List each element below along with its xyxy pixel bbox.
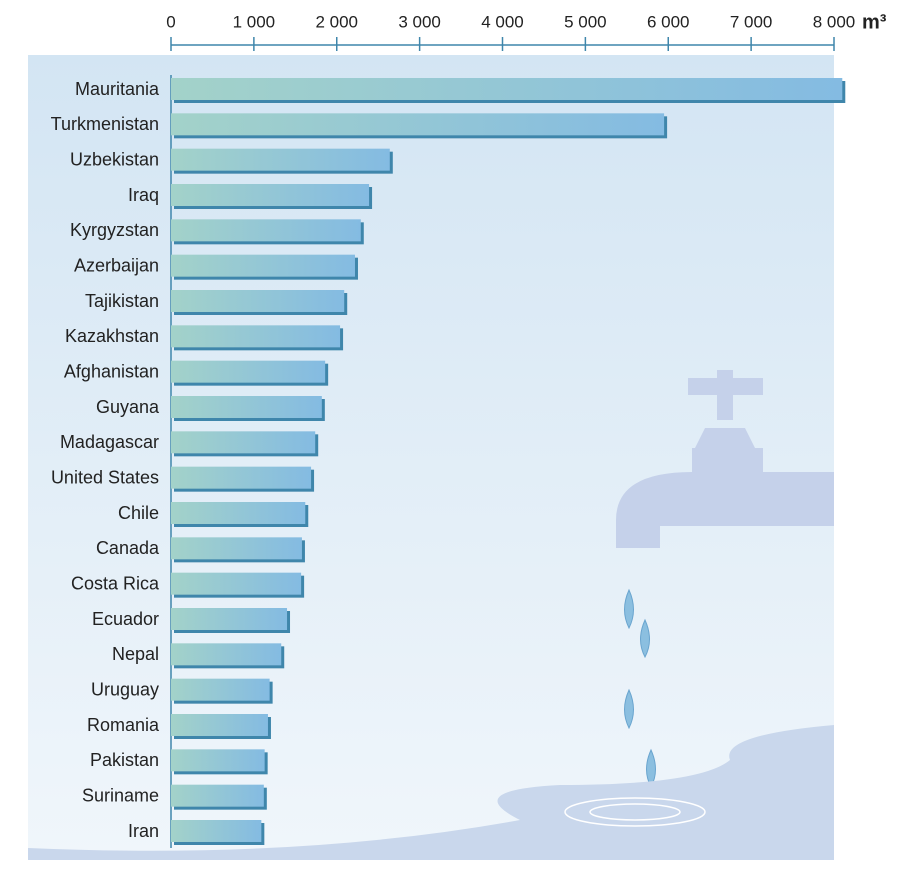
y-tick-label: Suriname (82, 785, 159, 805)
y-tick-label: Chile (118, 503, 159, 523)
bar (171, 431, 316, 454)
x-tick-label: 0 (166, 12, 175, 31)
unit-label: m³ (862, 11, 887, 33)
bar (171, 466, 312, 489)
x-tick-label: 7 000 (730, 12, 773, 31)
y-tick-label: Romania (87, 715, 160, 735)
y-tick-label: Kyrgyzstan (70, 220, 159, 240)
y-tick-label: Canada (96, 538, 160, 558)
y-tick-label: Azerbaijan (74, 255, 159, 275)
bar (171, 820, 262, 842)
y-tick-label: Uruguay (91, 679, 159, 699)
y-tick-label: Nepal (112, 644, 159, 664)
bar (171, 396, 322, 418)
y-tick-label: United States (51, 467, 159, 487)
bar (171, 219, 361, 242)
y-tick-label: Mauritania (75, 79, 160, 99)
y-tick-label: Ecuador (92, 609, 159, 629)
bar (171, 502, 306, 524)
x-tick-label: 2 000 (315, 12, 358, 31)
y-tick-label: Kazakhstan (65, 326, 159, 346)
bar (171, 113, 665, 136)
x-tick-label: 6 000 (647, 12, 690, 31)
ripples (564, 797, 706, 827)
bar (171, 784, 264, 807)
y-tick-label: Costa Rica (71, 573, 160, 593)
y-tick-label: Afghanistan (64, 361, 159, 381)
y-tick-label: Guyana (96, 397, 160, 417)
bar (171, 537, 302, 560)
bar (171, 254, 355, 277)
x-tick-label: 8 000 (813, 12, 856, 31)
x-tick-label: 1 000 (233, 12, 276, 31)
bar (171, 78, 843, 100)
bar (171, 749, 265, 772)
bar (171, 148, 390, 171)
y-tick-label: Madagascar (60, 432, 159, 452)
y-tick-label: Pakistan (90, 750, 159, 770)
y-tick-label: Iran (128, 821, 159, 841)
bar (171, 608, 288, 630)
bar (171, 184, 370, 206)
bar (171, 360, 326, 383)
faucet (616, 370, 834, 548)
x-tick-label: 4 000 (481, 12, 524, 31)
y-tick-label: Iraq (128, 185, 159, 205)
water-drops (624, 588, 656, 789)
bar (171, 678, 270, 701)
y-tick-label: Uzbekistan (70, 149, 159, 169)
y-tick-label: Turkmenistan (51, 114, 159, 134)
x-tick-label: 3 000 (398, 12, 441, 31)
bar (171, 714, 268, 736)
bar (171, 325, 341, 348)
bar (171, 643, 282, 666)
bar (171, 290, 345, 312)
x-tick-label: 5 000 (564, 12, 607, 31)
bar (171, 572, 302, 595)
y-tick-label: Tajikistan (85, 291, 159, 311)
